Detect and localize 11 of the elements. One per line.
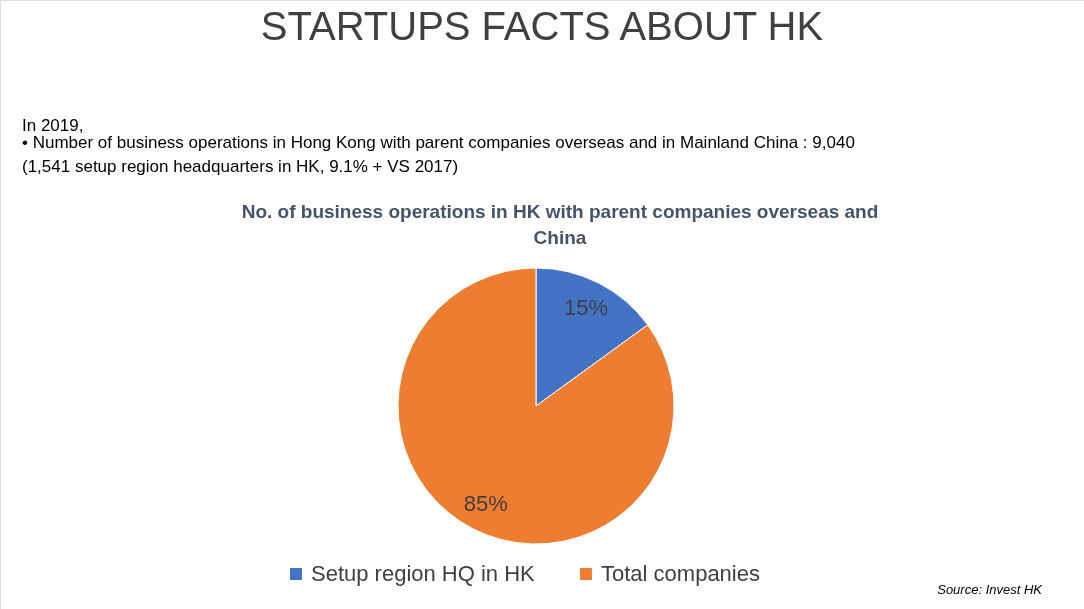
chart-subtitle: No. of business operations in HK with parent companies overseas and China — [241, 201, 879, 248]
pie-slice — [397, 267, 675, 545]
text: • Number of business operations in Hong Kong with parent companies overseas and in Mainland China : 9,040 — [22, 133, 855, 152]
legend-label: Setup region HQ in HK — [311, 561, 536, 586]
data-label: 15% — [564, 294, 609, 320]
text: (1,541 setup region headquarters in HK, 9.1% + VS 2017) — [22, 157, 459, 176]
chart-title: STARTUPS FACTS ABOUT HK — [260, 4, 824, 48]
data-label: 85% — [463, 491, 508, 517]
text: In 2019, — [22, 116, 84, 135]
source-note: Source: Invest HK — [937, 582, 1044, 597]
legend-label: Total companies — [601, 561, 760, 586]
